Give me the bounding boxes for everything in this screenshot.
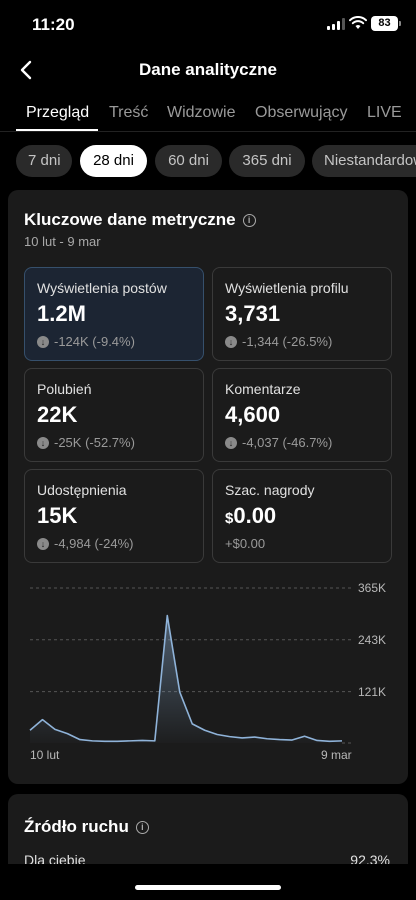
back-button[interactable] (12, 56, 40, 84)
metric-change: ↓ -25K (-52.7%) (37, 435, 135, 450)
metric-comments[interactable]: Komentarze 4,600 ↓ -4,037 (-46.7%) (212, 368, 392, 462)
metric-label: Szac. nagrody (225, 482, 315, 498)
metric-estimated-rewards[interactable]: Szac. nagrody $0.00 +$0.00 (212, 469, 392, 563)
metric-label: Polubień (37, 381, 92, 397)
metric-change: ↓ -124K (-9.4%) (37, 334, 135, 349)
x-end-label: 9 mar (321, 748, 352, 762)
metric-value: 22K (37, 402, 78, 427)
period-selector: 7 dni 28 dni 60 dni 365 dni Niestandardo… (16, 145, 416, 177)
metric-change: ↓ -1,344 (-26.5%) (225, 334, 332, 349)
arrow-down-icon: ↓ (37, 537, 49, 550)
tab-przeglad[interactable]: Przegląd (26, 104, 90, 121)
tab-live[interactable]: LIVE (367, 104, 402, 121)
metric-label: Udostępnienia (37, 482, 127, 498)
traffic-source-title: Źródło ruchu i (24, 817, 149, 837)
chevron-left-icon (20, 60, 32, 80)
metric-value: 3,731 (225, 301, 281, 326)
y-tick-label: 243K (357, 632, 386, 647)
arrow-down-icon: ↓ (225, 436, 237, 449)
bottom-bar (0, 864, 416, 900)
key-metrics-card: Kluczowe dane metryczne i 10 lut - 9 mar… (8, 190, 408, 784)
arrow-down-icon: ↓ (37, 436, 49, 449)
metric-label: Wyświetlenia postów (37, 280, 167, 296)
battery-icon: 83 (371, 16, 401, 31)
cellular-signal-icon (327, 18, 345, 30)
metric-change: +$0.00 (225, 536, 266, 551)
tab-bar: Przegląd Treść Widzowie Obserwujący LIVE (0, 96, 416, 132)
metric-shares[interactable]: Udostępnienia 15K ↓ -4,984 (-24%) (24, 469, 204, 563)
info-icon[interactable]: i (135, 820, 149, 834)
key-metrics-title: Kluczowe dane metryczne i (24, 210, 256, 230)
status-time: 11:20 (32, 15, 75, 34)
info-icon[interactable]: i (242, 213, 256, 227)
tab-tresc[interactable]: Treść (109, 104, 149, 121)
tab-widzowie[interactable]: Widzowie (167, 104, 236, 121)
metric-value: 15K (37, 503, 78, 528)
y-tick-label: 121K (357, 684, 386, 699)
metric-label: Komentarze (225, 381, 301, 397)
page-header: Dane analityczne (0, 50, 416, 90)
page-title: Dane analityczne (139, 60, 277, 79)
period-7-days[interactable]: 7 dni (16, 145, 72, 177)
period-365-days[interactable]: 365 dni (229, 145, 305, 177)
chart-canvas (29, 587, 353, 744)
wifi-icon (349, 16, 367, 29)
date-range: 10 lut - 9 mar (24, 234, 101, 249)
active-tab-indicator (16, 129, 98, 131)
series-line (29, 614, 343, 743)
period-custom[interactable]: Niestandardowy (312, 145, 416, 177)
series-area (30, 615, 342, 743)
post-views-chart: 365K 243K 121K 10 lut 9 mar (8, 578, 408, 768)
y-tick-label: 365K (357, 581, 386, 595)
status-bar: 11:20 83 (0, 0, 416, 50)
metric-value: $0.00 (225, 503, 277, 528)
metric-value: 1.2M (37, 301, 86, 326)
metric-change: ↓ -4,037 (-46.7%) (225, 435, 332, 450)
home-indicator[interactable] (135, 885, 281, 890)
metric-profile-views[interactable]: Wyświetlenia profilu 3,731 ↓ -1,344 (-26.… (212, 267, 392, 361)
currency-symbol: $ (225, 510, 234, 527)
period-60-days[interactable]: 60 dni (155, 145, 222, 177)
metric-change: ↓ -4,984 (-24%) (37, 536, 133, 551)
arrow-down-icon: ↓ (225, 335, 237, 348)
metric-likes[interactable]: Polubień 22K ↓ -25K (-52.7%) (24, 368, 204, 462)
tab-obserwujacy[interactable]: Obserwujący (255, 104, 348, 121)
x-start-label: 10 lut (30, 748, 60, 762)
period-28-days[interactable]: 28 dni (80, 145, 147, 177)
metric-value: 4,600 (225, 402, 281, 427)
metric-label: Wyświetlenia profilu (225, 280, 349, 296)
metric-post-views[interactable]: Wyświetlenia postów 1.2M ↓ -124K (-9.4%) (24, 267, 204, 361)
arrow-down-icon: ↓ (37, 335, 49, 348)
